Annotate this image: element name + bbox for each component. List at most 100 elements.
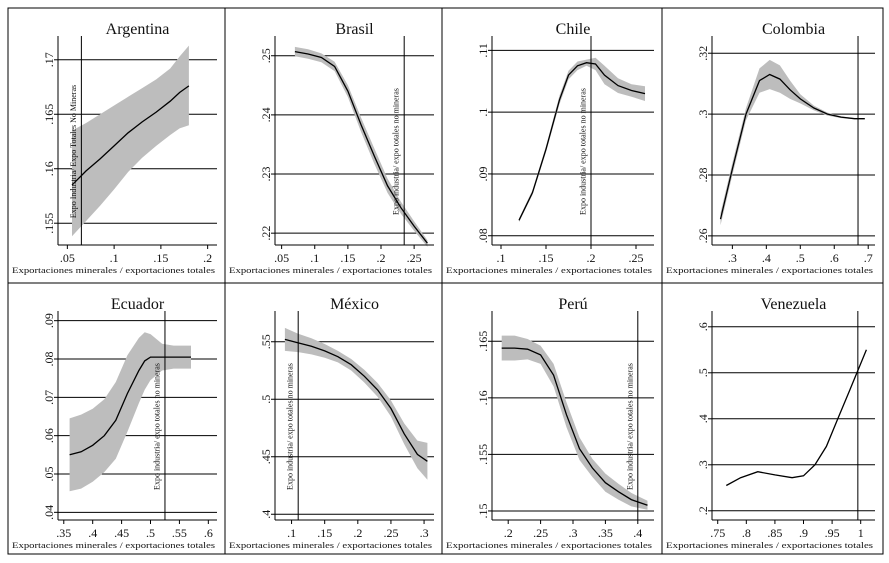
y-tick-label: .26: [696, 228, 710, 243]
y-axis-label: Expo Industria/ Expo Totales No Mineras: [69, 85, 78, 218]
y-tick-label: .3: [696, 460, 710, 469]
panel-title: Argentina: [106, 21, 170, 38]
x-axis-label: Exportaciones minerales / exportaciones …: [666, 541, 873, 550]
panel-argentina: Argentina .155 .16 .165 .17 .05 .1 .15 .2Exporta…: [12, 21, 217, 275]
panel-title: Venezuela: [761, 296, 827, 313]
x-tick-label: .6: [830, 251, 839, 265]
y-tick-label: .05: [42, 467, 56, 482]
confidence-band: [720, 59, 865, 226]
x-tick-label: .2: [203, 251, 212, 265]
y-tick-label: .5: [259, 395, 273, 404]
x-tick-label: .3: [728, 251, 737, 265]
x-tick-label: .8: [742, 526, 751, 540]
x-tick-label: .85: [767, 526, 782, 540]
panel-title: Brasil: [335, 21, 374, 38]
panel-title: México: [330, 296, 379, 313]
x-axis-label: Exportaciones minerales / exportaciones …: [666, 266, 873, 275]
y-tick-label: .2: [696, 506, 710, 515]
x-tick-label: .15: [317, 526, 332, 540]
y-axis-label: Expo industria/ expo totales no mineras: [625, 363, 634, 490]
x-tick-label: .35: [598, 526, 613, 540]
y-axis-label: Expo industria/ expo totales no mineras: [286, 363, 295, 490]
x-axis-label: Exportaciones minerales / exportaciones …: [12, 541, 215, 550]
x-axis-label: Exportaciones minerales / exportaciones …: [12, 266, 215, 275]
confidence-band: [69, 332, 191, 492]
y-tick-label: .24: [259, 107, 273, 122]
y-tick-label: .55: [259, 334, 273, 349]
y-tick-label: .32: [696, 46, 710, 61]
x-tick-label: .25: [407, 251, 422, 265]
x-axis-label: Exportaciones minerales / exportaciones …: [229, 266, 432, 275]
confidence-band: [501, 335, 648, 510]
x-tick-label: .2: [504, 526, 513, 540]
fitted-line: [719, 73, 865, 220]
figure-frame: [7, 7, 884, 555]
y-tick-label: .08: [42, 352, 56, 367]
x-tick-label: .3: [420, 526, 429, 540]
x-tick-label: .55: [172, 526, 187, 540]
x-tick-label: .5: [796, 251, 805, 265]
y-tick-label: .1: [476, 108, 490, 117]
x-tick-label: .05: [60, 251, 75, 265]
y-tick-label: .4: [696, 414, 710, 423]
x-tick-label: .2: [353, 526, 362, 540]
y-tick-label: .11: [476, 43, 490, 58]
y-tick-label: .06: [42, 428, 56, 443]
y-tick-label: .165: [476, 331, 490, 352]
y-tick-label: .15: [476, 503, 490, 518]
x-axis-label: Exportaciones minerales / exportaciones …: [446, 541, 652, 550]
y-tick-label: .28: [696, 167, 710, 182]
panel-chile: Chile .08 .09 .1 .11 .1 .15 .2 .25Exportaciones …: [446, 21, 654, 275]
fitted-line: [284, 338, 428, 462]
x-tick-label: .25: [383, 526, 398, 540]
panel-title: Colombia: [762, 21, 825, 38]
panel-colombia: Colombia .26 .28 .3 .32 .3 .4 .5 .6 .7Exportacion…: [666, 21, 875, 275]
panel-mexico: México .4 .45 .5 .55 .1 .15 .2 .25 .3Exportacione…: [229, 296, 434, 550]
y-tick-label: .07: [42, 390, 56, 405]
fitted-line: [725, 349, 868, 487]
x-tick-label: .4: [88, 526, 97, 540]
x-tick-label: .7: [864, 251, 873, 265]
fitted-line: [294, 50, 428, 244]
y-tick-label: .155: [476, 444, 490, 465]
x-tick-label: .6: [204, 526, 213, 540]
panel-brasil: Brasil.22.23.24.25.05.1.15.2.25Exportaci…: [229, 21, 434, 275]
fitted-line: [71, 85, 190, 186]
y-tick-label: .17: [42, 52, 56, 67]
x-tick-label: .25: [629, 251, 644, 265]
y-tick-label: .16: [42, 161, 56, 176]
x-tick-label: .05: [274, 251, 289, 265]
x-axis-label: Exportaciones minerales / exportaciones …: [229, 541, 432, 550]
panel-peru: Perú .15 .155 .16 .165 .2 .25 .3 .35 .4Exportacio…: [446, 296, 654, 550]
x-tick-label: .1: [287, 526, 296, 540]
y-tick-label: .5: [696, 368, 710, 377]
x-tick-label: .25: [533, 526, 548, 540]
panel-title: Perú: [558, 296, 587, 313]
panel-title: Chile: [556, 21, 591, 38]
x-tick-label: .5: [146, 526, 155, 540]
x-tick-label: .15: [153, 251, 168, 265]
y-tick-label: .16: [476, 390, 490, 405]
x-tick-label: .2: [377, 251, 386, 265]
y-tick-label: .45: [259, 449, 273, 464]
x-tick-label: .9: [799, 526, 808, 540]
y-axis-label: Expo industria/ expo totales no mineras: [392, 88, 401, 215]
y-axis-label: Expo industria/ expo totales no mineras: [579, 88, 588, 215]
y-tick-label: .09: [476, 166, 490, 181]
confidence-band: [72, 45, 189, 237]
x-tick-label: .45: [114, 526, 129, 540]
x-tick-label: .75: [710, 526, 725, 540]
y-tick-label: .08: [476, 228, 490, 243]
x-axis-label: Exportaciones minerales / exportaciones …: [446, 266, 652, 275]
y-axis-label: Expo industria/ expo totales no mineras: [152, 363, 161, 490]
fitted-line: [501, 347, 648, 506]
x-tick-label: .1: [310, 251, 319, 265]
x-tick-label: .4: [633, 526, 642, 540]
panel-ecuador: Ecuador .04 .05 .06 .07 .08 .09 .35 .4 .45 .5 .55 .6…: [12, 296, 217, 550]
x-tick-label: .15: [539, 251, 554, 265]
x-tick-label: .35: [56, 526, 71, 540]
y-tick-label: .4: [259, 510, 273, 519]
x-tick-label: .2: [587, 251, 596, 265]
panel-title: Ecuador: [111, 296, 165, 313]
